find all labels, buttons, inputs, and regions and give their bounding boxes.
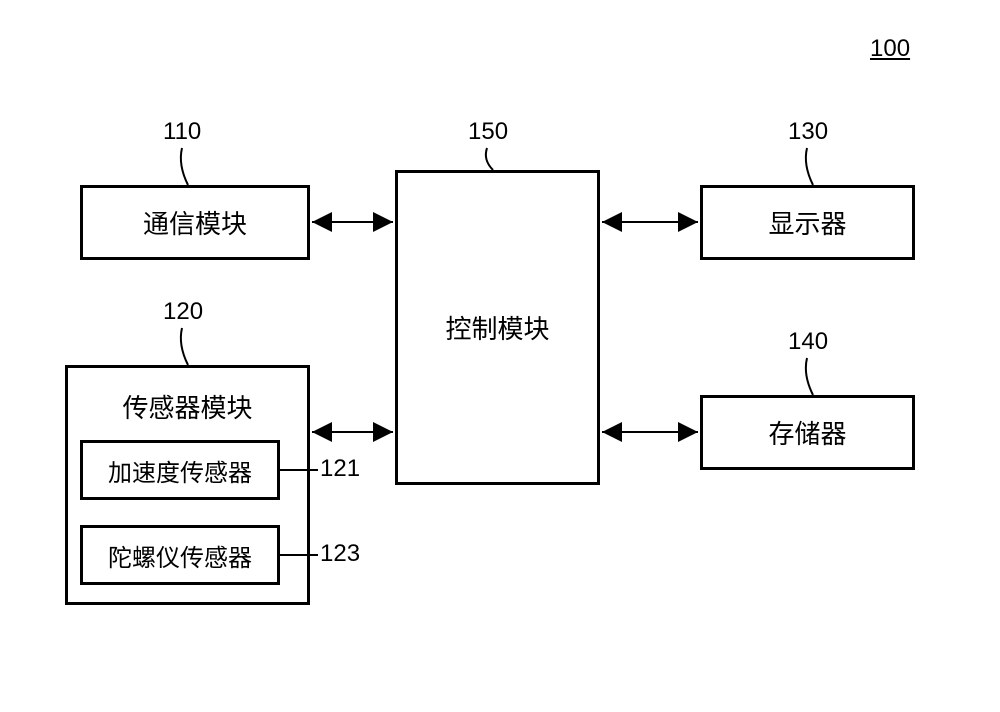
connectors	[0, 0, 1000, 712]
diagram-canvas: 100 110 通信模块 150 控制模块 130 显示器 140 存储器 12…	[0, 0, 1000, 712]
